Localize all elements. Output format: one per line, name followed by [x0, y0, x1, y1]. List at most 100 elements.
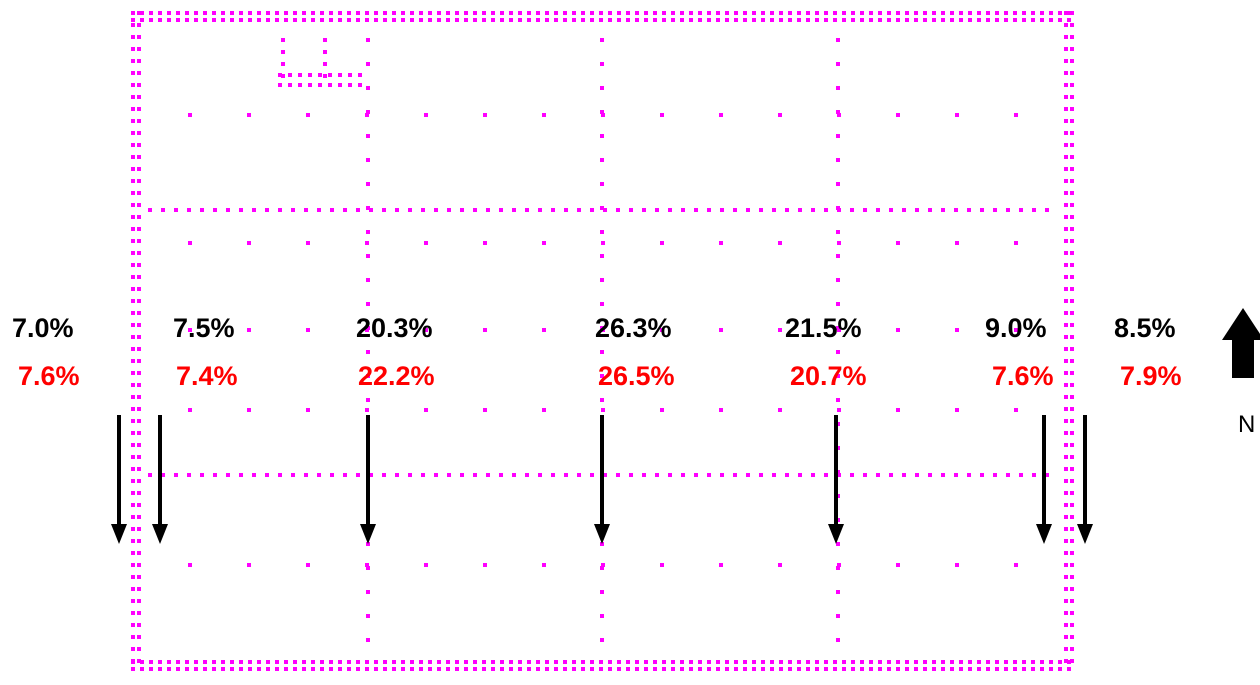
grid-point — [878, 11, 882, 15]
column-5-primary-value: 21.5% — [785, 313, 862, 343]
grid-point — [306, 113, 310, 117]
grid-point — [833, 660, 837, 664]
grid-point — [1070, 419, 1074, 423]
grid-point — [348, 83, 352, 87]
grid-point — [824, 11, 828, 15]
grid-point — [424, 241, 428, 245]
grid-point — [137, 323, 141, 327]
grid-point — [137, 407, 141, 411]
grid-point — [1064, 635, 1068, 639]
grid-point — [356, 667, 360, 671]
grid-point — [707, 473, 711, 477]
grid-point — [482, 11, 486, 15]
grid-point — [563, 660, 567, 664]
grid-point — [600, 62, 604, 66]
grid-point — [1070, 443, 1074, 447]
grid-point — [131, 667, 135, 671]
grid-point — [383, 18, 387, 22]
grid-point — [725, 11, 729, 15]
grid-point — [158, 11, 162, 15]
grid-point — [424, 408, 428, 412]
grid-point — [1064, 275, 1068, 279]
grid-point — [131, 599, 135, 603]
grid-point — [131, 95, 135, 99]
grid-point — [347, 667, 351, 671]
grid-point — [995, 660, 999, 664]
column-4-secondary-value: 26.5% — [598, 361, 675, 391]
grid-point — [281, 74, 285, 78]
grid-point — [358, 83, 362, 87]
grid-point — [1064, 383, 1068, 387]
grid-point — [509, 667, 513, 671]
grid-point — [887, 11, 891, 15]
grid-point — [824, 473, 828, 477]
grid-point — [137, 179, 141, 183]
grid-point — [428, 11, 432, 15]
grid-point — [950, 667, 954, 671]
grid-point — [955, 563, 959, 567]
grid-point — [131, 347, 135, 351]
grid-point — [434, 208, 438, 212]
grid-point — [932, 660, 936, 664]
grid-point — [247, 241, 251, 245]
grid-point — [203, 18, 207, 22]
grid-point — [837, 113, 841, 117]
grid-point — [536, 667, 540, 671]
grid-point — [815, 11, 819, 15]
grid-point — [600, 134, 604, 138]
grid-point — [1064, 251, 1068, 255]
grid-point — [600, 158, 604, 162]
grid-point — [1064, 47, 1068, 51]
grid-point — [788, 18, 792, 22]
grid-point — [1067, 667, 1071, 671]
grid-point — [1040, 667, 1044, 671]
airflow-arrows — [111, 415, 1093, 544]
grid-point — [1006, 473, 1010, 477]
grid-point — [131, 371, 135, 375]
grid-point — [131, 35, 135, 39]
grid-point — [554, 667, 558, 671]
grid-point — [275, 18, 279, 22]
grid-point — [1070, 623, 1074, 627]
grid-point — [1022, 660, 1026, 664]
grid-point — [694, 473, 698, 477]
grid-point — [616, 208, 620, 212]
grid-point — [188, 113, 192, 117]
grid-point — [447, 208, 451, 212]
grid-point — [131, 455, 135, 459]
grid-point — [626, 660, 630, 664]
grid-point — [323, 62, 327, 66]
grid-point — [915, 208, 919, 212]
grid-point — [278, 73, 282, 77]
grid-point — [137, 167, 141, 171]
grid-point — [278, 473, 282, 477]
grid-point — [616, 473, 620, 477]
grid-point — [383, 660, 387, 664]
grid-point — [1070, 191, 1074, 195]
grid-point — [902, 208, 906, 212]
grid-point — [1013, 667, 1017, 671]
grid-point — [1049, 11, 1053, 15]
grid-point — [365, 113, 369, 117]
grid-point — [230, 660, 234, 664]
grid-point — [167, 18, 171, 22]
grid-point — [600, 566, 604, 570]
grid-point — [252, 208, 256, 212]
grid-point — [896, 18, 900, 22]
grid-point — [608, 11, 612, 15]
grid-point — [317, 473, 321, 477]
grid-point — [896, 563, 900, 567]
grid-point — [421, 208, 425, 212]
grid-point — [437, 667, 441, 671]
grid-point — [759, 208, 763, 212]
grid-point — [876, 208, 880, 212]
grid-point — [356, 18, 360, 22]
grid-point — [137, 611, 141, 615]
grid-point — [419, 660, 423, 664]
grid-point — [306, 328, 310, 332]
grid-point — [499, 208, 503, 212]
grid-point — [719, 563, 723, 567]
grid-point — [320, 667, 324, 671]
grid-point — [1064, 467, 1068, 471]
